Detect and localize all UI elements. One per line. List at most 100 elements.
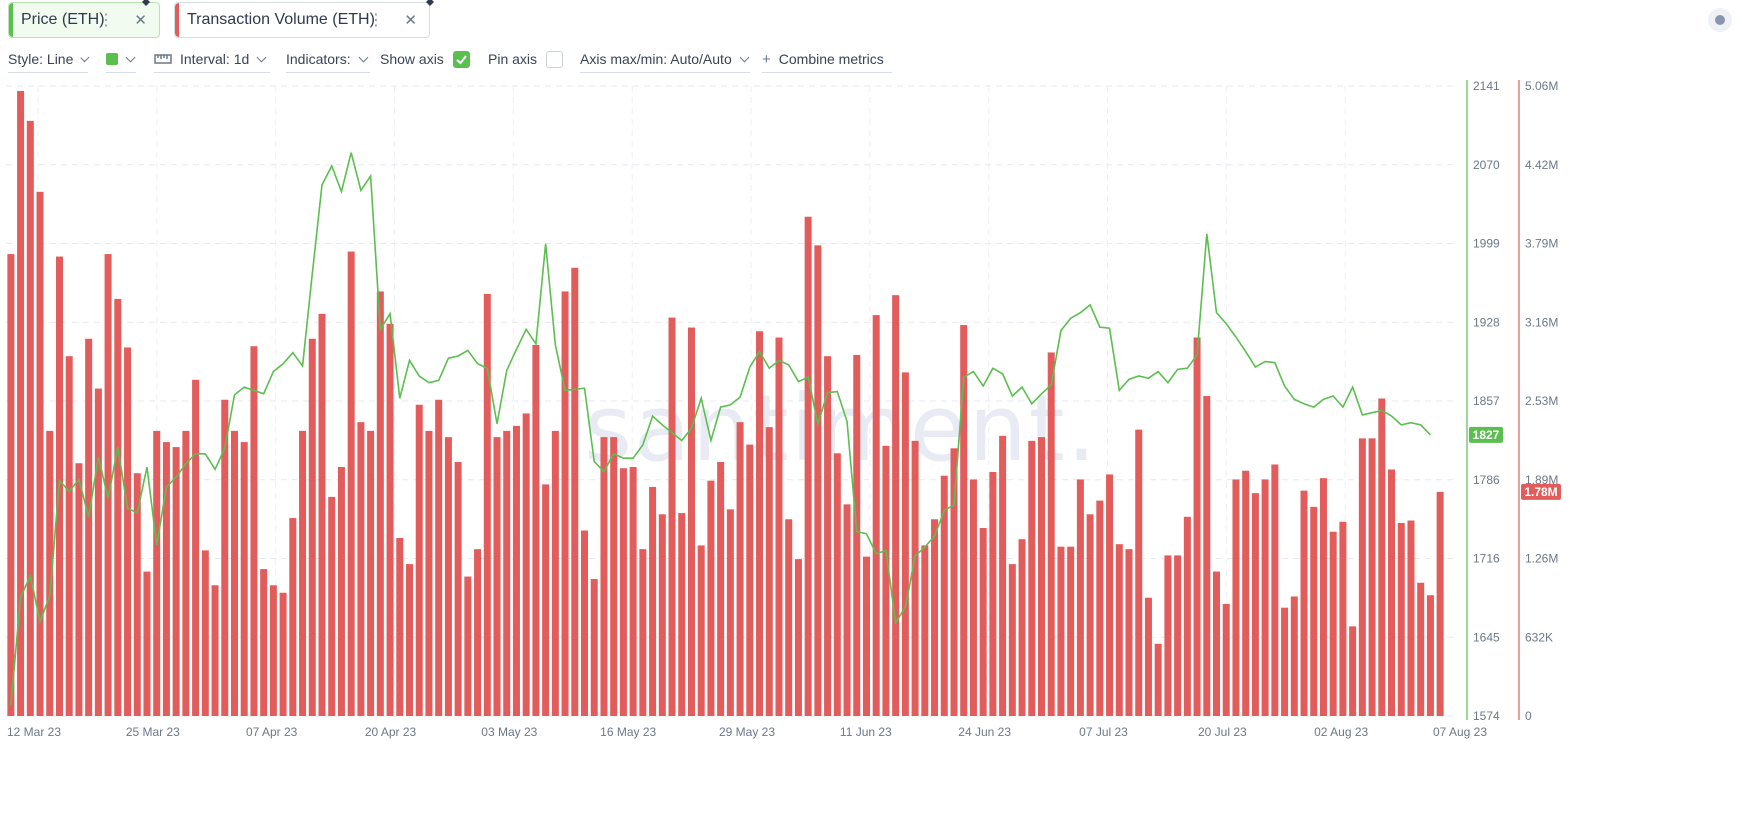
volume-bar <box>1164 555 1172 716</box>
x-tick-label: 07 Aug 23 <box>1433 725 1487 739</box>
volume-bar <box>172 447 180 716</box>
volume-tick-label: 3.79M <box>1525 237 1558 251</box>
volume-bar <box>1251 493 1259 716</box>
volume-bar <box>75 463 83 716</box>
volume-bar <box>211 585 219 716</box>
volume-bar <box>1261 479 1269 716</box>
settings-icon[interactable] <box>1708 8 1732 32</box>
volume-bar <box>999 435 1007 716</box>
indicators-label: Indicators: <box>286 51 351 67</box>
volume-bar <box>221 399 229 716</box>
volume-bar <box>1242 470 1250 716</box>
volume-bar <box>36 191 44 716</box>
volume-bar <box>376 291 384 716</box>
volume-bar <box>1135 429 1143 716</box>
volume-bar <box>931 519 939 716</box>
color-picker[interactable] <box>106 46 136 73</box>
volume-bar <box>386 323 394 716</box>
chevron-down-icon <box>80 52 90 62</box>
price-tick-label: 1857 <box>1473 394 1500 408</box>
volume-bar <box>65 356 73 716</box>
volume-bar <box>736 422 744 716</box>
volume-bar <box>649 486 657 716</box>
volume-bar <box>697 545 705 716</box>
volume-bar <box>143 571 151 716</box>
volume-bar <box>1008 564 1016 716</box>
volume-bar <box>687 327 695 716</box>
volume-bar <box>717 462 725 716</box>
watermark-text: santiment. <box>584 375 1098 482</box>
volume-tick-label: 1.26M <box>1525 552 1558 566</box>
volume-tick-label: 1.89M <box>1525 473 1558 487</box>
volume-bar <box>464 576 472 716</box>
volume-bar <box>1047 352 1055 716</box>
plus-icon: + <box>762 50 771 68</box>
combine-metrics-button[interactable]: + Combine metrics <box>762 46 892 73</box>
metric-color-indicator <box>175 3 179 37</box>
volume-bar <box>250 346 258 716</box>
volume-bar <box>561 291 569 716</box>
volume-bar <box>299 430 307 716</box>
volume-bar <box>814 245 822 716</box>
x-tick-label: 07 Jul 23 <box>1079 725 1128 739</box>
style-dropdown[interactable]: Style: Line <box>8 46 90 73</box>
volume-bar <box>406 564 413 716</box>
volume-bar <box>746 444 754 716</box>
volume-bar <box>950 448 958 716</box>
volume-bar <box>619 468 627 716</box>
volume-bar <box>1310 506 1318 716</box>
volume-bar <box>892 295 900 716</box>
more-options-icon[interactable]: ⋮ <box>98 12 114 29</box>
interval-dropdown[interactable]: Interval: 1d <box>154 46 270 73</box>
volume-axis: 5.06M 4.42M 3.79M 3.16M 2.53M 1.89M 1.26M 632K 0 <box>1525 80 1558 723</box>
volume-bar <box>26 120 34 717</box>
checkbox-unchecked-icon[interactable] <box>546 50 564 68</box>
volume-bar <box>610 437 618 716</box>
volume-bar <box>124 347 132 716</box>
pin-icon[interactable] <box>141 0 151 8</box>
pin-axis-label: Pin axis <box>488 51 538 67</box>
axis-minmax-dropdown[interactable]: Axis max/min: Auto/Auto <box>580 46 750 73</box>
grid-lines <box>6 85 1455 717</box>
volume-bar <box>483 293 491 716</box>
x-tick-label: 20 Jul 23 <box>1198 725 1247 739</box>
volume-bar <box>1436 491 1444 716</box>
volume-bar <box>911 440 919 716</box>
volume-bar <box>765 427 773 716</box>
volume-bar <box>337 466 345 716</box>
more-options-icon[interactable]: ⋮ <box>368 12 384 29</box>
price-axis: 2141 2070 1999 1928 1857 1786 1716 1645 1574 <box>1473 80 1500 723</box>
x-tick-label: 12 Mar 23 <box>7 725 61 739</box>
volume-bar <box>240 442 248 716</box>
chart-area[interactable]: santiment. 2141 2070 1999 1928 1857 1786 1716 1… <box>0 80 1742 820</box>
volume-tick-label: 4.42M <box>1525 158 1558 172</box>
x-tick-label: 25 Mar 23 <box>126 725 180 739</box>
volume-bar <box>979 528 987 716</box>
volume-bar <box>201 550 209 716</box>
volume-bar <box>882 445 890 716</box>
close-icon[interactable]: ✕ <box>404 12 417 29</box>
volume-bar <box>969 479 977 716</box>
checkbox-checked-icon[interactable] <box>452 50 470 68</box>
interval-label: Interval: 1d <box>180 51 250 67</box>
volume-bar <box>230 430 238 716</box>
indicators-dropdown[interactable]: Indicators: <box>286 46 370 73</box>
metric-tab-price[interactable]: Price (ETH) ⋮ ✕ <box>8 2 160 38</box>
metric-tab-volume[interactable]: Transaction Volume (ETH) ⋮ ✕ <box>174 2 430 38</box>
volume-bar <box>260 569 268 716</box>
volume-bar <box>989 471 997 716</box>
pin-icon[interactable] <box>425 0 435 8</box>
close-icon[interactable]: ✕ <box>134 12 147 29</box>
volume-bar <box>357 422 365 716</box>
pin-axis-toggle[interactable]: Pin axis <box>488 46 564 72</box>
volume-bar <box>1290 596 1298 716</box>
volume-bar <box>843 504 851 716</box>
show-axis-toggle[interactable]: Show axis <box>380 46 470 72</box>
volume-bar <box>853 354 861 716</box>
volume-bar <box>1057 546 1065 716</box>
volume-bar <box>512 425 520 716</box>
volume-bar <box>1232 479 1240 716</box>
volume-bar <box>1067 546 1075 716</box>
volume-bar <box>678 513 686 716</box>
volume-bar <box>804 216 812 717</box>
